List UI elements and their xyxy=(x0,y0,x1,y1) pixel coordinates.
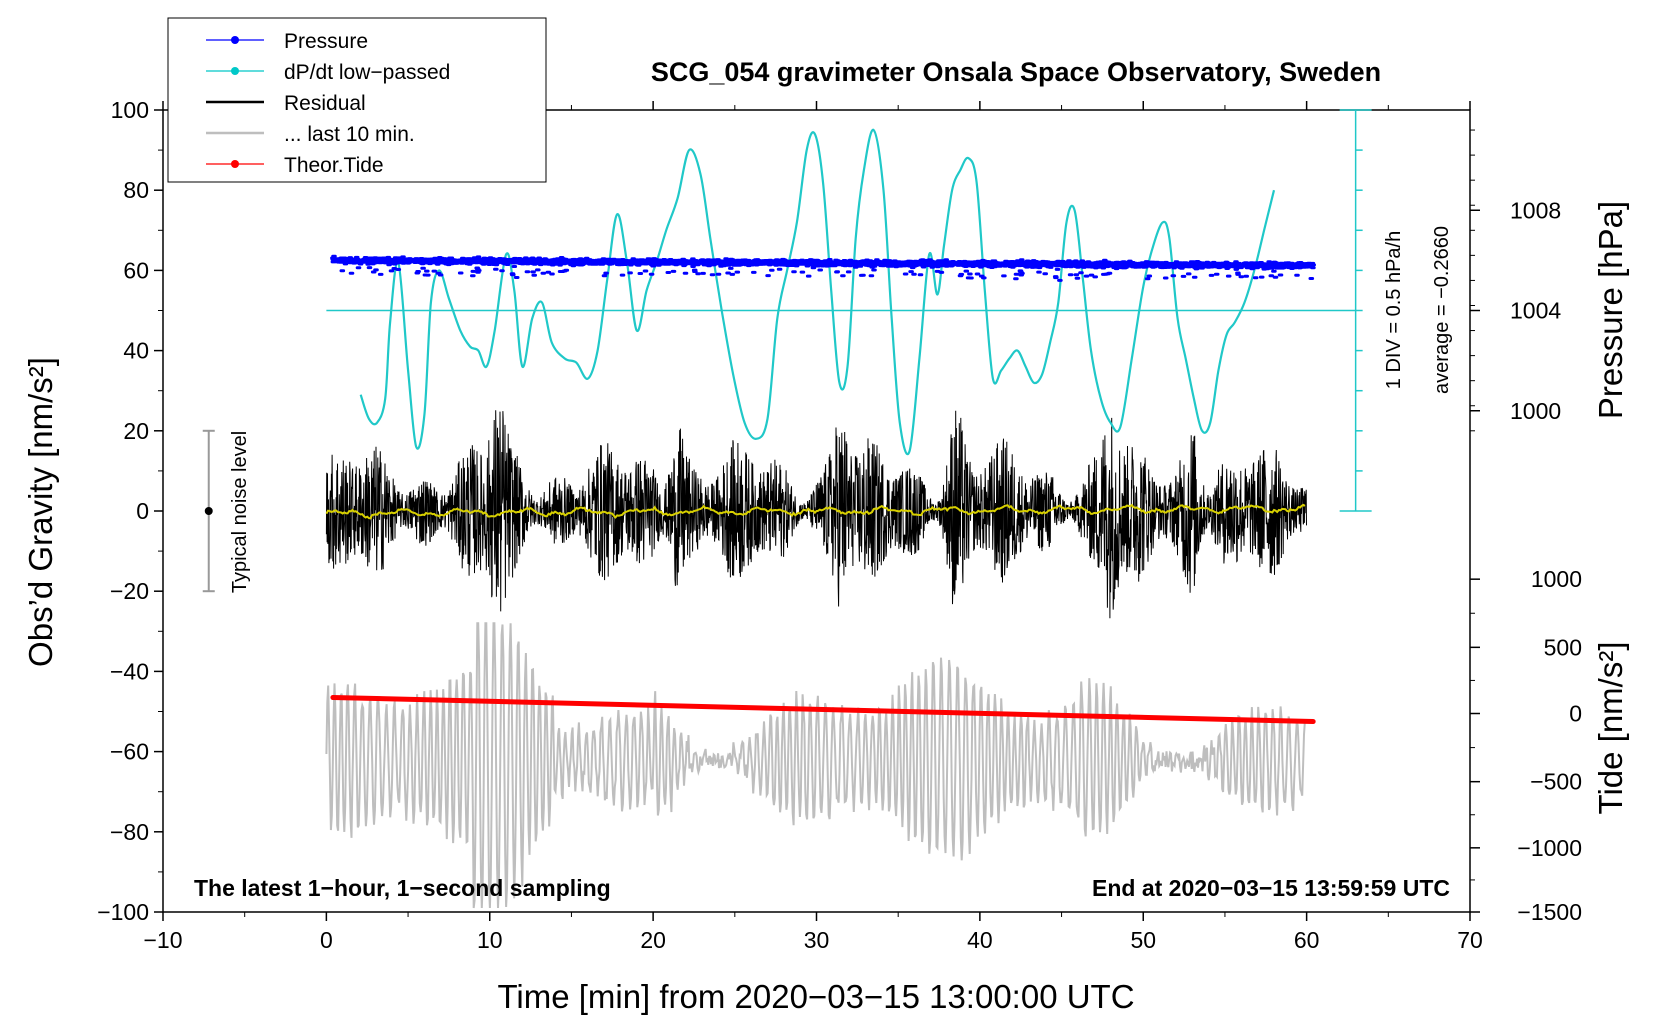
tide-tick-label: 500 xyxy=(1544,634,1582,660)
noise-level-bar xyxy=(202,429,215,593)
theor-tide-series xyxy=(330,694,1316,725)
x-axis-ticks: −10 0 10 20 30 40 50 60 70 xyxy=(143,101,1483,953)
legend-label: ... last 10 min. xyxy=(284,123,415,146)
x-tick-label: 30 xyxy=(804,927,830,953)
residual-series xyxy=(325,410,1307,619)
tide-tick-label: −500 xyxy=(1530,769,1582,795)
pressure-axis-ticks: 1008 1004 1000 xyxy=(1470,129,1561,432)
legend: Pressure dP/dt low−passed Residual ... last… xyxy=(167,17,547,183)
y-tick-label: 20 xyxy=(123,418,149,444)
y-tick-label: 60 xyxy=(123,257,149,283)
y-tick-label: 0 xyxy=(136,498,149,524)
y-tick-label: 100 xyxy=(111,97,149,123)
legend-box xyxy=(167,17,547,183)
x-tick-label: 60 xyxy=(1294,927,1320,953)
pressure-dots xyxy=(330,254,1316,282)
legend-label: Residual xyxy=(284,92,366,115)
tide-axis-title: Tide [nm/s²] xyxy=(1592,642,1629,815)
y-axis-ticks: 100 80 60 40 20 0 −20 −40 −60 −80 −100 xyxy=(97,97,163,925)
residual-smoothed-series xyxy=(325,503,1306,520)
noise-bar-center-dot xyxy=(204,507,213,515)
tide-tick-label: 0 xyxy=(1569,701,1582,727)
legend-marker xyxy=(231,67,239,75)
y-tick-label: −20 xyxy=(110,578,149,604)
x-tick-label: 10 xyxy=(477,927,503,953)
last-10-min-series xyxy=(325,622,1307,909)
x-tick-label: 0 xyxy=(320,927,333,953)
x-tick-label: 40 xyxy=(967,927,993,953)
y-tick-label: 40 xyxy=(123,338,149,364)
legend-label: Theor.Tide xyxy=(284,154,384,177)
last-10-min-line xyxy=(325,622,1307,909)
y-tick-label: 80 xyxy=(123,177,149,203)
tide-tick-label: −1000 xyxy=(1517,835,1582,861)
scale-bar-label: 1 DIV = 0.5 hPa/h xyxy=(1383,231,1405,389)
y-tick-label: −100 xyxy=(97,899,149,925)
dpdt-series xyxy=(326,128,1356,456)
x-tick-label: 50 xyxy=(1130,927,1156,953)
residual-line xyxy=(325,410,1307,619)
chart-title: SCG_054 gravimeter Onsala Space Observat… xyxy=(651,57,1381,87)
dpdt-line xyxy=(359,128,1276,456)
y-tick-label: −40 xyxy=(110,658,149,684)
pressure-tick-label: 1004 xyxy=(1510,298,1561,324)
end-time-note: End at 2020−03−15 13:59:59 UTC xyxy=(1092,875,1450,901)
dpdt-scale-bar xyxy=(1339,109,1372,512)
tide-tick-label: 1000 xyxy=(1531,566,1582,592)
tide-tick-label: −1500 xyxy=(1517,899,1582,925)
x-tick-label: −10 xyxy=(143,927,182,953)
y-axis-title: Obs’d Gravity [nm/s²] xyxy=(22,357,59,667)
x-axis-title: Time [min] from 2020−03−15 13:00:00 UTC xyxy=(497,978,1134,1015)
x-tick-label: 70 xyxy=(1457,927,1483,953)
noise-level-label: Typical noise level xyxy=(229,431,251,593)
pressure-axis-title: Pressure [hPa] xyxy=(1592,201,1629,419)
pressure-series xyxy=(330,254,1316,282)
average-label: average = −0.2660 xyxy=(1431,226,1453,394)
sampling-note: The latest 1−hour, 1−second sampling xyxy=(194,875,611,901)
pressure-tick-label: 1008 xyxy=(1510,197,1561,223)
pressure-tick-label: 1000 xyxy=(1510,398,1561,424)
y-tick-label: −60 xyxy=(110,739,149,765)
residual-smoothed-line xyxy=(325,503,1306,520)
tide-axis-ticks: 1000 500 0 −500 −1000 −1500 xyxy=(1470,566,1582,925)
y-tick-label: −80 xyxy=(110,819,149,845)
legend-label: dP/dt low−passed xyxy=(284,61,450,84)
theor-tide-line xyxy=(330,694,1316,725)
legend-marker xyxy=(231,36,239,44)
x-tick-label: 20 xyxy=(640,927,666,953)
legend-label: Pressure xyxy=(284,30,368,53)
legend-marker xyxy=(231,160,239,168)
